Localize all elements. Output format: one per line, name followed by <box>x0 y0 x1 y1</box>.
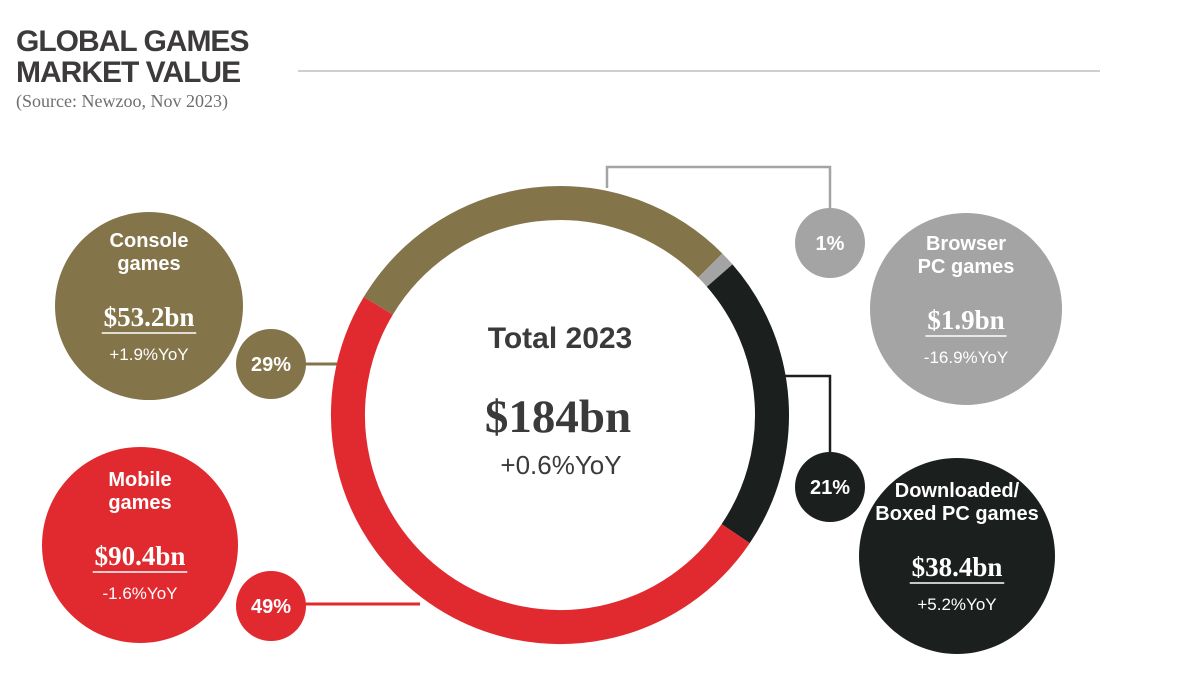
share-badge-downloaded-label: 21% <box>810 477 850 499</box>
bubble-console-yoy: +1.9%YoY <box>109 345 188 364</box>
ring-segment-downloaded <box>706 264 789 544</box>
share-badge-browser: 1% <box>795 208 865 278</box>
bubble-console-label-line: games <box>117 253 180 275</box>
bubble-console-label-line: Console <box>110 230 189 252</box>
share-badge-browser-label: 1% <box>816 233 845 255</box>
share-badge-console-label: 29% <box>251 354 291 376</box>
bubble-browser-label-line: PC games <box>918 256 1015 278</box>
donut-ring <box>331 186 789 645</box>
source-note: (Source: Newzoo, Nov 2023) <box>16 91 228 111</box>
connector-downloaded <box>782 374 832 452</box>
bubble-browser-label-line: Browser <box>926 233 1006 255</box>
bubble-console-circle <box>55 212 243 400</box>
ring-segment-browser <box>698 253 733 287</box>
bubble-downloaded-yoy: +5.2%YoY <box>917 595 996 614</box>
center-total-value: $184bn <box>485 391 631 443</box>
bubble-downloaded-circle <box>859 458 1055 654</box>
bubble-downloaded: Downloaded/Boxed PC games $38.4bn +5.2%YoY <box>859 458 1055 654</box>
bubble-downloaded-label-line: Boxed PC games <box>875 503 1038 525</box>
share-badge-mobile-circle <box>236 571 306 641</box>
center-heading: Total 2023 <box>488 322 633 355</box>
share-badge-downloaded: 21% <box>795 452 865 522</box>
ring-segment-console <box>363 186 723 315</box>
bubble-mobile-circle <box>42 447 238 643</box>
bubble-browser-value: $1.9bn <box>927 305 1004 335</box>
center-total-yoy: +0.6%YoY <box>500 450 621 480</box>
bubble-mobile-label-line: games <box>108 492 171 514</box>
share-badge-browser-circle <box>795 208 865 278</box>
title-block: GLOBAL GAMES MARKET VALUE (Source: Newzo… <box>16 26 276 112</box>
bubble-mobile-value: $90.4bn <box>95 541 186 571</box>
chart-title: GLOBAL GAMES MARKET VALUE <box>16 25 249 89</box>
share-badge-console-circle <box>236 329 306 399</box>
share-badge-downloaded-circle <box>795 452 865 522</box>
share-badge-mobile-label: 49% <box>251 596 291 618</box>
bubble-downloaded-label-line: Downloaded/ <box>895 480 1020 502</box>
bubble-downloaded-value: $38.4bn <box>912 552 1003 582</box>
share-badge-mobile: 49% <box>236 571 306 641</box>
share-badge-console: 29% <box>236 329 306 399</box>
ring-segment-mobile <box>331 297 750 645</box>
bubble-mobile-yoy: -1.6%YoY <box>103 584 178 603</box>
title-divider <box>298 70 1100 72</box>
bubble-mobile-label-line: Mobile <box>108 469 171 491</box>
center-summary: Total 2023 $184bn +0.6%YoY <box>485 322 632 480</box>
connector-browser <box>605 165 832 218</box>
bubble-console-value: $53.2bn <box>104 302 195 332</box>
bubble-browser-circle <box>870 213 1062 405</box>
share-badges: 29% 1% 21% 49% <box>236 208 865 641</box>
bubble-browser-yoy: -16.9%YoY <box>924 348 1008 367</box>
connector-lines <box>300 165 832 606</box>
